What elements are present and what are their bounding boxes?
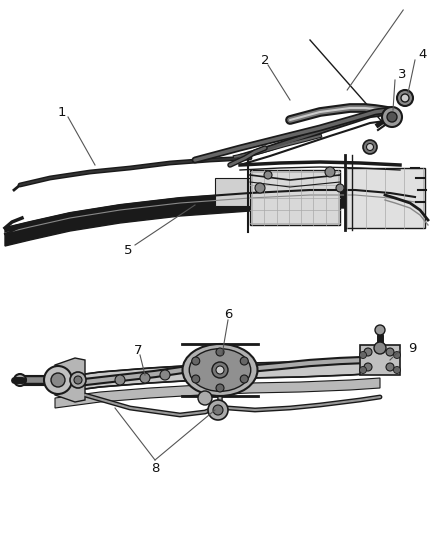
Circle shape: [44, 366, 72, 394]
Circle shape: [192, 357, 200, 365]
Circle shape: [74, 376, 82, 384]
Circle shape: [363, 140, 377, 154]
Circle shape: [198, 391, 212, 405]
Circle shape: [140, 373, 150, 383]
Text: 4: 4: [418, 49, 426, 61]
Circle shape: [216, 348, 224, 356]
Text: 7: 7: [134, 343, 142, 357]
Text: 6: 6: [224, 309, 232, 321]
Circle shape: [240, 375, 248, 383]
Circle shape: [387, 112, 397, 122]
Circle shape: [401, 94, 409, 102]
Circle shape: [374, 342, 386, 354]
Circle shape: [192, 375, 200, 383]
Circle shape: [14, 374, 26, 386]
Circle shape: [375, 325, 385, 335]
Circle shape: [160, 370, 170, 380]
Circle shape: [51, 373, 65, 387]
FancyBboxPatch shape: [215, 178, 250, 206]
Circle shape: [212, 362, 228, 378]
Circle shape: [393, 351, 400, 359]
Circle shape: [364, 348, 372, 356]
Polygon shape: [5, 190, 415, 246]
Ellipse shape: [189, 349, 251, 391]
Ellipse shape: [183, 344, 258, 396]
Circle shape: [255, 183, 265, 193]
Circle shape: [70, 372, 86, 388]
Polygon shape: [55, 358, 380, 393]
Circle shape: [360, 367, 367, 374]
Circle shape: [216, 366, 224, 374]
Circle shape: [360, 351, 367, 359]
Circle shape: [386, 363, 394, 371]
Text: 9: 9: [408, 342, 417, 354]
Circle shape: [393, 367, 400, 374]
Text: 1: 1: [58, 106, 66, 118]
Polygon shape: [360, 345, 400, 375]
Circle shape: [216, 384, 224, 392]
Polygon shape: [55, 358, 85, 402]
Circle shape: [336, 184, 344, 192]
FancyBboxPatch shape: [250, 170, 340, 225]
Polygon shape: [55, 378, 380, 408]
Circle shape: [325, 167, 335, 177]
Text: 8: 8: [151, 462, 159, 474]
Circle shape: [240, 357, 248, 365]
Circle shape: [382, 107, 402, 127]
FancyBboxPatch shape: [345, 168, 425, 228]
Text: 5: 5: [124, 244, 132, 256]
Circle shape: [208, 400, 228, 420]
Circle shape: [264, 171, 272, 179]
Circle shape: [115, 375, 125, 385]
Circle shape: [364, 363, 372, 371]
Text: 2: 2: [261, 53, 269, 67]
Circle shape: [397, 90, 413, 106]
Circle shape: [213, 405, 223, 415]
Circle shape: [386, 348, 394, 356]
Circle shape: [367, 143, 374, 150]
Text: 3: 3: [398, 69, 406, 82]
